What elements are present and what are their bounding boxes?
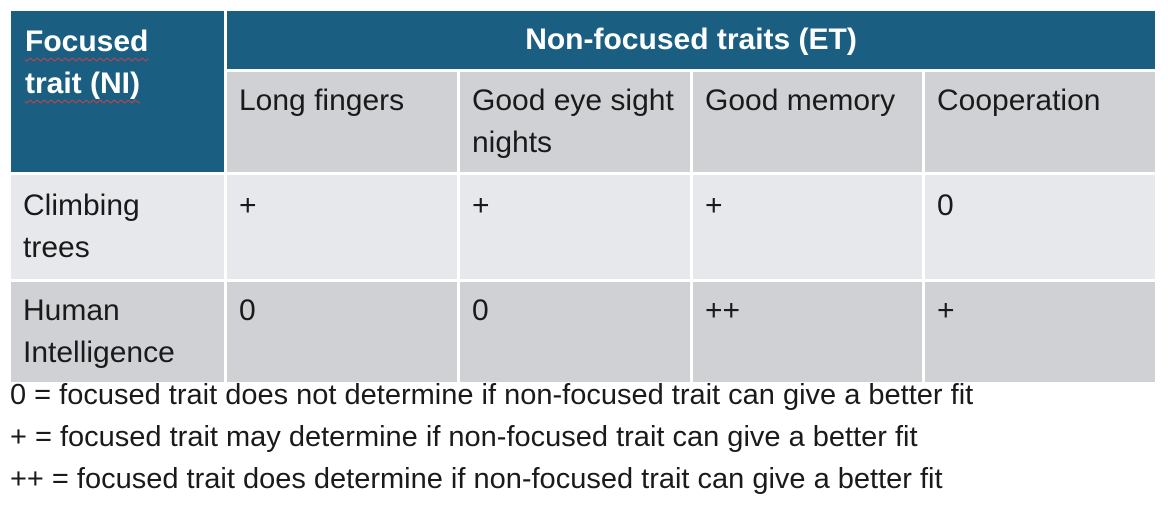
table-cell: 0 [457, 279, 693, 385]
corner-header-cell: Focused trait (NI) [8, 8, 227, 175]
table-cell: 0 [224, 279, 460, 385]
legend-line-double-plus: ++ = focused trait does determine if non… [10, 463, 943, 495]
group-header-text: Non-focused traits (ET) [525, 23, 857, 56]
row-label: Climbing trees [23, 189, 140, 264]
table-cell: ++ [690, 279, 925, 385]
column-header-good-memory: Good memory [690, 69, 925, 175]
row-label: Human Intelligence [23, 294, 175, 369]
table-row: Human Intelligence 0 0 ++ + [8, 279, 1159, 385]
table-cell: 0 [921, 172, 1159, 282]
column-header-label: Cooperation [937, 84, 1101, 117]
column-header-label: Good memory [705, 84, 896, 117]
corner-header-text: Focused trait (NI) [25, 25, 149, 100]
trait-table: Focused trait (NI) Non-focused traits (E… [8, 8, 1159, 385]
legend-line-plus: + = focused trait may determine if non-f… [10, 421, 918, 453]
column-header-long-fingers: Long fingers [224, 69, 460, 175]
legend-line-zero: 0 = focused trait does not determine if … [10, 379, 974, 411]
group-header-cell: Non-focused traits (ET) [223, 8, 1159, 72]
column-header-label: Good eye sight nights [472, 84, 674, 159]
row-label-climbing-trees: Climbing trees [8, 172, 227, 282]
table-cell: + [921, 279, 1159, 385]
column-header-good-eye-sight: Good eye sight nights [457, 69, 693, 175]
table-cell: + [457, 172, 693, 282]
column-header-cooperation: Cooperation [921, 69, 1159, 175]
legend: 0 = focused trait does not determine if … [10, 374, 1166, 500]
table-cell: + [690, 172, 925, 282]
row-label-human-intelligence: Human Intelligence [8, 279, 227, 385]
column-header-label: Long fingers [239, 84, 405, 117]
table-row: Climbing trees + + + 0 [8, 172, 1159, 282]
table-cell: + [224, 172, 460, 282]
